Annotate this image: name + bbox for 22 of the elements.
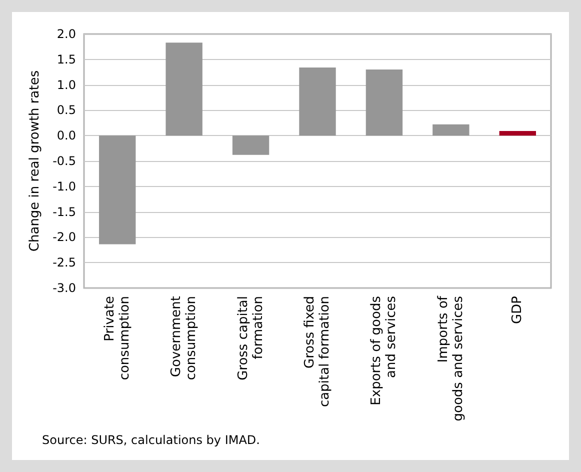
- y-tick-label: 0.5: [56, 103, 76, 118]
- y-tick-label: -1.5: [52, 204, 76, 219]
- y-tick-label: 0.0: [56, 128, 76, 143]
- y-tick-label: -2.0: [52, 230, 76, 244]
- y-tick-label: -2.5: [52, 256, 76, 270]
- bar: [366, 70, 403, 136]
- y-tick-label: 2.0: [56, 27, 76, 41]
- y-tick-label: -0.5: [52, 154, 76, 168]
- source-note: Source: SURS, calculations by IMAD.: [42, 433, 260, 447]
- y-tick-label: 1.5: [56, 52, 76, 66]
- y-axis-title: Change in real growth rates: [28, 70, 43, 252]
- x-tick-label: GDP: [510, 296, 526, 324]
- bar: [499, 131, 536, 136]
- y-tick-label: 1.0: [56, 78, 76, 92]
- bar: [166, 42, 202, 136]
- bar: [299, 68, 336, 136]
- bar: [99, 136, 136, 244]
- x-tick-label: Private consumption: [102, 296, 132, 380]
- bar: [432, 124, 470, 136]
- bar: [232, 136, 270, 155]
- y-tick-label: -1.0: [52, 179, 76, 194]
- y-tick-label: -3.0: [52, 281, 76, 295]
